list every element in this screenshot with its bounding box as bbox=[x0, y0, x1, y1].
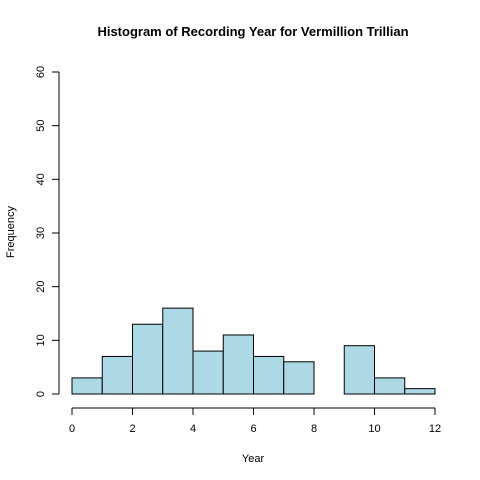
histogram-bar bbox=[253, 355, 285, 395]
chart-title: Histogram of Recording Year for Vermilli… bbox=[97, 24, 408, 39]
x-tick-label: 6 bbox=[250, 423, 256, 435]
y-axis: 0 10 20 30 40 50 60 bbox=[35, 66, 60, 397]
y-tick-label: 50 bbox=[35, 120, 47, 132]
y-axis-label: Frequency bbox=[5, 206, 17, 258]
histogram-bar bbox=[222, 334, 254, 395]
y-tick-label: 30 bbox=[35, 227, 47, 239]
x-tick-label: 8 bbox=[311, 423, 317, 435]
histogram-bar bbox=[404, 388, 436, 395]
histogram-bar bbox=[71, 377, 103, 395]
x-tick-label: 12 bbox=[429, 423, 441, 435]
x-axis: 0 2 4 6 8 10 12 bbox=[69, 407, 441, 435]
histogram-bar bbox=[132, 323, 164, 395]
bars-group bbox=[71, 307, 436, 395]
histogram-bar bbox=[162, 307, 194, 395]
y-tick-label: 0 bbox=[35, 391, 47, 397]
x-tick-label: 4 bbox=[190, 423, 196, 435]
y-tick-label: 40 bbox=[35, 173, 47, 185]
x-axis-label: Year bbox=[242, 453, 265, 465]
histogram-bar bbox=[374, 377, 406, 395]
histogram-bar bbox=[343, 345, 375, 395]
histogram-bar bbox=[192, 350, 224, 395]
x-tick-label: 10 bbox=[368, 423, 380, 435]
y-tick-label: 60 bbox=[35, 66, 47, 78]
y-tick-label: 10 bbox=[35, 334, 47, 346]
y-tick-label: 20 bbox=[35, 281, 47, 293]
histogram-bar bbox=[101, 355, 133, 395]
x-tick-label: 0 bbox=[69, 423, 75, 435]
histogram-bar bbox=[283, 361, 315, 395]
x-tick-label: 2 bbox=[129, 423, 135, 435]
